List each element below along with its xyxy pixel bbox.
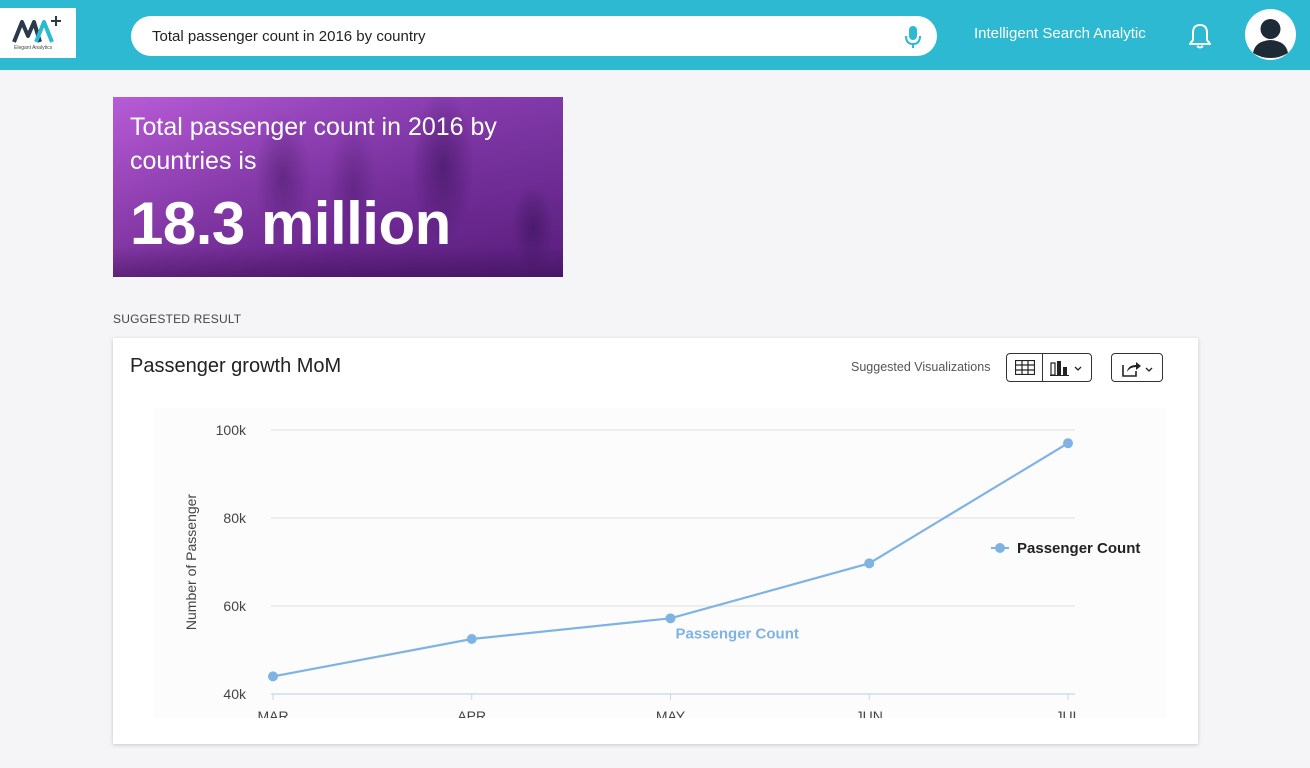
search-input[interactable] bbox=[152, 16, 892, 56]
series-annotation: Passenger Count bbox=[676, 625, 799, 642]
top-bar: Elegant Analytics Intelligent Search Ana… bbox=[0, 0, 1310, 70]
chart-area: 40k 60k 80k 100k MAR APR MAY JUN JUL Number of Pa… bbox=[154, 408, 1166, 718]
answer-card: Total passenger count in 2016 by countri… bbox=[113, 97, 563, 277]
user-avatar-icon[interactable] bbox=[1245, 9, 1296, 60]
answer-value: 18.3 million bbox=[130, 190, 451, 257]
line-chart: 40k 60k 80k 100k MAR APR MAY JUN JUL Number of Pa… bbox=[183, 422, 1140, 718]
data-point[interactable] bbox=[1063, 438, 1073, 449]
section-label: SUGGESTED RESULT bbox=[113, 312, 242, 326]
app-name[interactable]: Intelligent Search Analytic bbox=[974, 25, 1146, 42]
y-axis-label: Number of Passenger bbox=[183, 494, 199, 631]
y-tick-label: 60k bbox=[223, 598, 247, 614]
legend-entry[interactable]: Passenger Count bbox=[1017, 540, 1140, 557]
answer-text: Total passenger count in 2016 by countri… bbox=[130, 113, 497, 175]
microphone-icon[interactable] bbox=[905, 25, 921, 54]
search-bar bbox=[131, 16, 937, 56]
bell-icon[interactable] bbox=[1186, 22, 1214, 55]
data-point[interactable] bbox=[466, 634, 477, 644]
share-icon bbox=[1122, 362, 1153, 377]
table-icon bbox=[1015, 360, 1035, 375]
legend-marker bbox=[995, 543, 1005, 553]
y-tick-label: 100k bbox=[216, 422, 247, 438]
chart-card: Passenger growth MoM Suggested Visualiza… bbox=[113, 338, 1198, 744]
bar-chart-icon bbox=[1050, 361, 1082, 376]
x-tick-label: JUL bbox=[1056, 708, 1081, 718]
series-line bbox=[272, 442, 1069, 678]
y-tick-label: 40k bbox=[223, 686, 247, 702]
data-point[interactable] bbox=[268, 671, 278, 682]
x-tick-label: MAY bbox=[656, 708, 686, 718]
share-dropdown[interactable] bbox=[1111, 353, 1163, 382]
logo-subtitle: Elegant Analytics bbox=[14, 45, 53, 51]
y-tick-label: 80k bbox=[223, 510, 247, 526]
suggested-visualizations-label: Suggested Visualizations bbox=[851, 360, 991, 374]
chart-title: Passenger growth MoM bbox=[130, 355, 342, 377]
visualization-switcher bbox=[1006, 353, 1092, 382]
x-tick-label: MAR bbox=[257, 708, 288, 718]
x-tick-label: JUN bbox=[856, 708, 883, 718]
chart-view-dropdown[interactable] bbox=[1043, 354, 1091, 381]
data-point[interactable] bbox=[665, 613, 676, 624]
logo-mark-icon bbox=[12, 16, 61, 43]
logo[interactable]: Elegant Analytics bbox=[0, 8, 76, 58]
x-tick-label: APR bbox=[457, 708, 486, 718]
data-point[interactable] bbox=[864, 558, 875, 569]
table-view-button[interactable] bbox=[1007, 354, 1043, 381]
